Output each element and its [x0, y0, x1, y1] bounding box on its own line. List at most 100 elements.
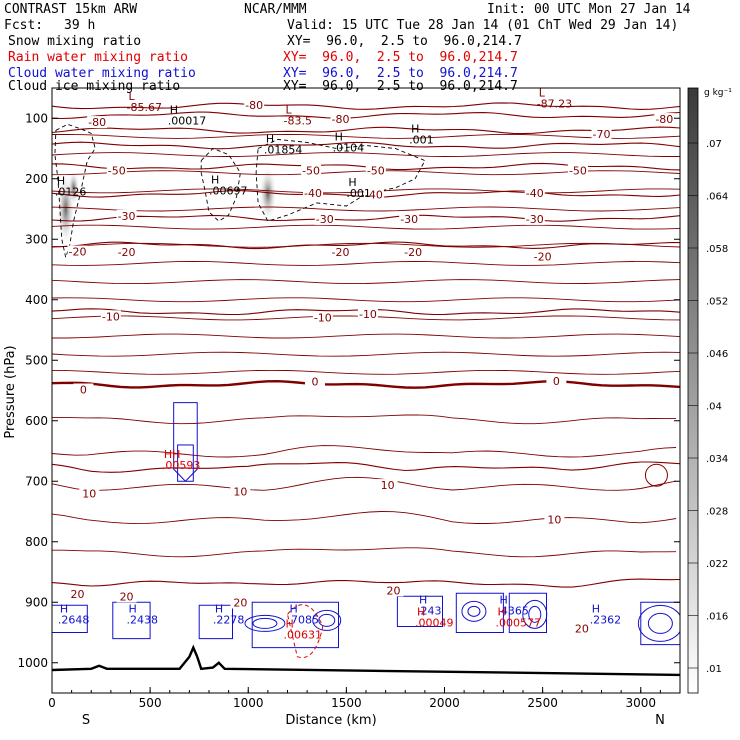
- extremum-kind-18: H: [499, 593, 507, 606]
- fcst-value: 39 h: [64, 18, 96, 33]
- extremum-kind-1: L: [286, 103, 293, 116]
- temp-contour-lower-655: [52, 445, 677, 458]
- colorbar-label-3: .052: [706, 297, 728, 308]
- contour-label-bg-9: [303, 186, 324, 199]
- y-tick-label-6: 700: [25, 474, 48, 488]
- extremum-value-16: .243: [417, 604, 442, 617]
- contour-label-bg-3: [654, 113, 675, 126]
- contour-label-bg-4: [591, 128, 612, 141]
- contour-label-bg-22: [312, 311, 333, 324]
- contour-label-bg-20: [532, 250, 553, 263]
- contour-label-25: 0: [311, 376, 318, 389]
- contour-label-bg-31: [67, 587, 88, 600]
- init-time: Init: 00 UTC Mon 27 Jan 14: [487, 2, 691, 17]
- extremum-value-15: .00631: [284, 629, 323, 642]
- cloud-water-core-9: [647, 612, 673, 634]
- extremum-kind-12: H: [129, 602, 137, 615]
- contour-label-bg-16: [67, 245, 88, 258]
- contour-label-16: -20: [69, 246, 87, 259]
- temp-contour-lower-820: [52, 547, 677, 558]
- contour-label-bg-26: [546, 375, 567, 388]
- extremum-value-10: .00593: [162, 459, 201, 472]
- cloud-ice-contour-1: [200, 147, 241, 222]
- extremum-value-11: .2648: [58, 613, 90, 626]
- field-cloud-water-name: Cloud water mixing ratio: [8, 66, 196, 81]
- x-tick-label-2: 1000: [233, 696, 264, 710]
- extremum-value-5: .0104: [333, 142, 365, 155]
- contour-label-bg-25: [304, 375, 325, 388]
- cloud-water-contour-6: [508, 592, 547, 633]
- cloud-water-contour-mid-inner: [177, 444, 194, 482]
- field-snow-name: Snow mixing ratio: [8, 34, 142, 49]
- field-cloud-water-xy: XY= 96.0, 2.5 to 96.0,214.7: [283, 66, 518, 81]
- contour-label-1: -80: [88, 116, 106, 129]
- extremum-value-17: .00049: [415, 616, 454, 629]
- temp-contour-closed: [644, 463, 668, 487]
- contour-label-bg-33: [230, 596, 251, 609]
- extremum-kind-11: H: [60, 602, 68, 615]
- field-cloud-ice-name: Cloud ice mixing ratio: [8, 79, 181, 94]
- contour-label-bg-27: [79, 487, 100, 500]
- extremum-value-20: .2362: [590, 613, 622, 626]
- colorbar-label-8: .022: [706, 559, 728, 570]
- contour-label-bg-6: [301, 164, 322, 177]
- contour-label-bg-35: [571, 622, 592, 635]
- contour-label-6: -50: [302, 164, 320, 177]
- extremum-value-13: .2278: [213, 613, 245, 626]
- contour-label-35: 20: [575, 622, 589, 635]
- contour-label-19: -20: [404, 246, 422, 259]
- contour-label-0: -80: [245, 99, 263, 112]
- contour-label-bg-32: [116, 590, 137, 603]
- contour-label-bg-18: [330, 246, 351, 259]
- x-tick-label-5: 2500: [527, 696, 558, 710]
- field-cloud-ice-xy: XY= 96.0, 2.5 to 96.0,214.7: [283, 79, 518, 94]
- cloud-water-core-5: [467, 605, 481, 617]
- contour-label-34: 20: [386, 584, 400, 597]
- contour-label-bg-30: [544, 513, 565, 526]
- cloud-water-contour-3: [251, 601, 339, 649]
- contour-label-4: -70: [593, 128, 611, 141]
- colorbar: [687, 87, 699, 694]
- contour-label-21: -10: [102, 310, 120, 323]
- snow-shading-blob-1: [67, 169, 80, 206]
- extremum-value-18: .4365: [497, 604, 529, 617]
- contour-label-bg-29: [377, 479, 398, 492]
- extremum-kind-9: H: [57, 175, 65, 188]
- x-tick-label-6: 3000: [625, 696, 656, 710]
- extremum-value-4: .01854: [264, 143, 303, 156]
- colorbar-label-7: .028: [706, 507, 728, 518]
- contour-label-2: -80: [332, 113, 350, 126]
- contour-label-31: 20: [71, 588, 85, 601]
- x-end-label-north: N: [655, 713, 665, 728]
- temp-contour-minor-340: [52, 261, 680, 266]
- extremum-kind-17: H: [417, 605, 425, 618]
- cloud-ice-contour-2: [255, 138, 426, 222]
- temp-contour-lower-710: [52, 476, 677, 491]
- contour-label-14: -30: [400, 213, 418, 226]
- y-tick-label-3: 400: [25, 293, 48, 307]
- cloud-water-core-7: [528, 605, 542, 623]
- cloud-water-contour-2: [198, 604, 233, 640]
- contour-label-bg-1: [87, 116, 108, 129]
- cloud-water-contour-4: [396, 595, 443, 627]
- extremum-value-9: .0126: [55, 186, 87, 199]
- cloud-water-core-3: [318, 613, 336, 627]
- extremum-value-12: .2438: [127, 613, 159, 626]
- extremum-value-0: -85.67: [127, 101, 162, 114]
- snow-shading-blob-2: [258, 165, 277, 222]
- colorbar-label-1: .064: [706, 192, 728, 203]
- cloud-water-contour-5: [455, 592, 504, 633]
- contour-label-bg-34: [383, 584, 404, 597]
- contour-label-24: 0: [80, 384, 87, 397]
- valid-time: Valid: 15 UTC Tue 28 Jan 14 (01 ChT Wed …: [287, 18, 679, 33]
- contour-label-10: -40: [365, 189, 383, 202]
- temp-contour--40-5: [52, 190, 680, 198]
- extremum-kind-10: HH: [164, 448, 181, 461]
- temp-contour-minor-520: [52, 369, 680, 375]
- y-tick-label-5: 600: [25, 414, 48, 428]
- temp-contour-minor-400: [52, 297, 680, 303]
- y-tick-label-4: 500: [25, 353, 48, 367]
- contour-label-15: -30: [526, 213, 544, 226]
- extremum-kind-14: H: [289, 602, 297, 615]
